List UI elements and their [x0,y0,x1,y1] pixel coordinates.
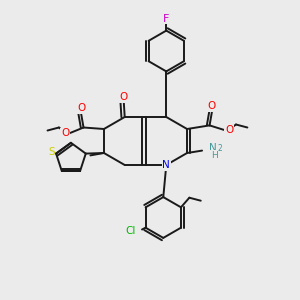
Text: H: H [211,151,218,160]
Text: O: O [77,103,85,113]
Text: Cl: Cl [126,226,136,236]
Text: O: O [208,101,216,111]
Text: O: O [225,125,233,136]
Text: S: S [48,147,55,157]
Text: O: O [61,128,69,139]
Text: N: N [209,142,217,153]
Text: O: O [120,92,128,102]
Text: 2: 2 [218,144,223,153]
Text: N: N [162,160,170,170]
Text: F: F [163,14,170,24]
